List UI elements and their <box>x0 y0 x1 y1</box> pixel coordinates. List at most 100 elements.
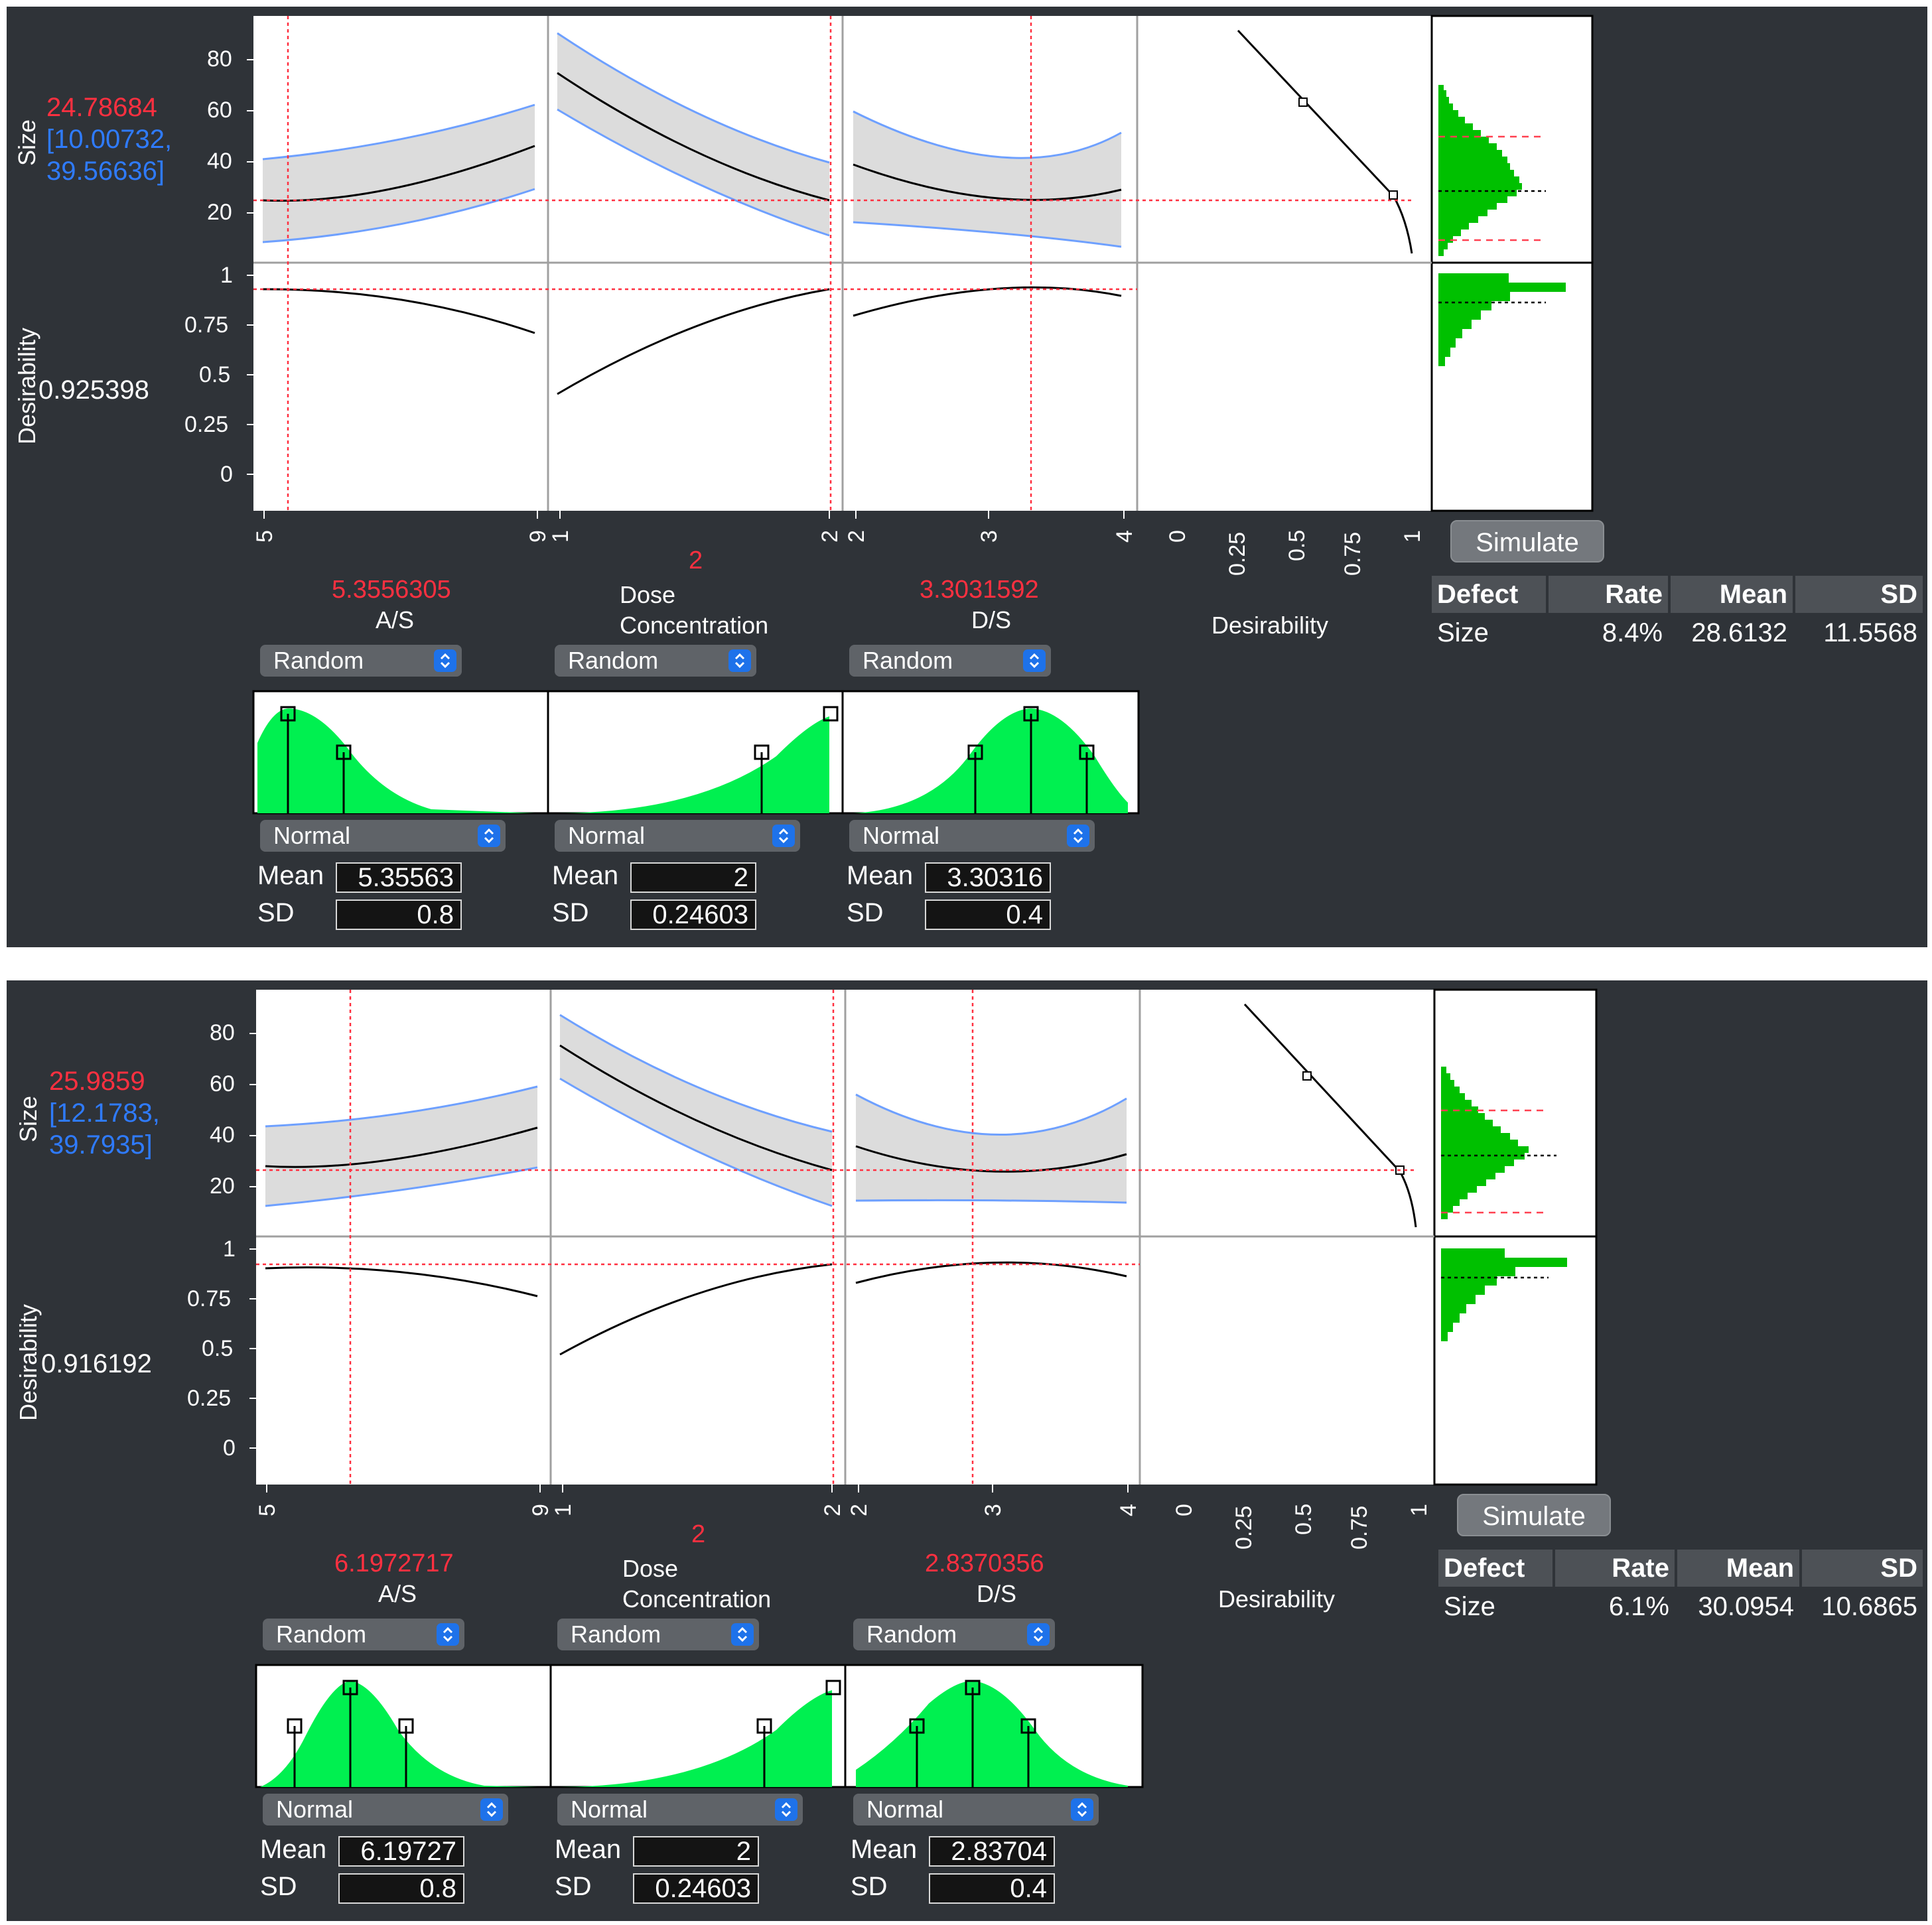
chevron-updown-icon <box>728 649 751 672</box>
dropdown-label: Random <box>862 647 953 674</box>
defect-rate: 8.4% <box>1602 618 1663 647</box>
des-tick: 0.25 <box>187 1386 232 1411</box>
as-distribution-dropdown[interactable]: Normal <box>260 820 506 852</box>
dose-distribution-dropdown[interactable]: Normal <box>557 1794 803 1825</box>
ci-band-as <box>263 105 535 242</box>
dropdown-label: Random <box>276 1621 367 1648</box>
dropdown-label: Normal <box>571 1796 648 1823</box>
dose-min-tick: 1 <box>551 1504 576 1516</box>
chevron-updown-icon <box>478 825 500 847</box>
des-axis-tick: 0 <box>1172 1504 1197 1516</box>
dose-factor-name-1: Dose <box>620 581 676 608</box>
mean-header: Mean <box>1677 1550 1799 1587</box>
size-tick: 80 <box>207 46 232 72</box>
des-plot-dose <box>548 263 843 511</box>
dose-mean-field[interactable]: 2 <box>633 1836 759 1867</box>
des-tick: 1 <box>223 1236 236 1262</box>
dropdown-label: Normal <box>276 1796 354 1823</box>
des-tick: 0.75 <box>184 312 229 338</box>
desirability-axis-label: Desirability <box>13 327 40 444</box>
as-random-dropdown[interactable]: Random <box>263 1619 464 1650</box>
ds-mean-field[interactable]: 2.83704 <box>929 1836 1055 1867</box>
dose-max-tick: 2 <box>820 1504 845 1516</box>
dropdown-label: Normal <box>568 822 646 849</box>
rate-header: Rate <box>1549 576 1668 613</box>
as-distribution-dropdown[interactable]: Normal <box>263 1794 508 1825</box>
ds-random-dropdown[interactable]: Random <box>853 1619 1055 1650</box>
defect-header: Defect <box>1438 1550 1552 1587</box>
ds-current-value: 2.8370356 <box>925 1550 1044 1577</box>
ds-random-dropdown[interactable]: Random <box>849 645 1051 677</box>
chevron-updown-icon <box>775 1798 797 1821</box>
ds-mid-tick: 3 <box>977 530 1002 543</box>
chevron-updown-icon <box>437 1623 459 1646</box>
dose-random-dropdown[interactable]: Random <box>557 1619 759 1650</box>
size-ci-high: 39.7935] <box>49 1130 153 1160</box>
sd-header: SD <box>1802 1550 1923 1587</box>
des-plot-ds <box>843 263 1137 511</box>
as-mean-field[interactable]: 5.35563 <box>336 862 462 893</box>
chevron-updown-icon <box>731 1623 754 1646</box>
ci-upper-dose <box>557 32 830 164</box>
dose-max-tick: 2 <box>817 530 843 543</box>
as-sd-field[interactable]: 0.8 <box>336 899 462 930</box>
des-axis-tick: 0.25 <box>1231 1505 1257 1550</box>
desirability-axis-label: Desirability <box>15 1303 42 1421</box>
ds-factor-name: D/S <box>971 606 1012 633</box>
pred-dose <box>557 72 830 202</box>
as-random-dropdown[interactable]: Random <box>260 645 462 677</box>
ds-sd-label: SD <box>851 1872 888 1901</box>
ci-upper-ds <box>853 110 1122 159</box>
as-mean-label: Mean <box>257 861 324 890</box>
des-tick: 0 <box>223 1435 236 1461</box>
profiler-plots <box>249 988 1598 1788</box>
size-tick: 60 <box>210 1071 235 1096</box>
des-axis-name: Desirability <box>1218 1585 1336 1613</box>
des-tick: 0 <box>220 462 233 487</box>
ci-lower-ds <box>853 221 1122 248</box>
dose-sd-field[interactable]: 0.24603 <box>630 899 756 930</box>
rate-header: Rate <box>1555 1550 1675 1587</box>
as-min-tick: 5 <box>252 530 277 543</box>
size-axis-label: Size <box>15 1095 42 1142</box>
as-mean-field[interactable]: 6.19727 <box>338 1836 464 1867</box>
ds-distribution-dropdown[interactable]: Normal <box>849 820 1095 852</box>
size-tick: 80 <box>210 1020 235 1045</box>
dose-random-dropdown[interactable]: Random <box>555 645 756 677</box>
size-tick: 20 <box>207 200 232 225</box>
ds-sd-field[interactable]: 0.4 <box>929 1873 1055 1904</box>
chevron-updown-icon <box>1067 825 1089 847</box>
des-tick: 1 <box>220 263 233 288</box>
size-plot-des <box>1137 16 1432 263</box>
as-min-tick: 5 <box>255 1504 280 1516</box>
ds-distribution-dropdown[interactable]: Normal <box>853 1794 1099 1825</box>
dropdown-label: Normal <box>273 822 351 849</box>
ds-sd-field[interactable]: 0.4 <box>925 899 1051 930</box>
ci-upper-as <box>262 103 535 161</box>
profiler-plots <box>247 15 1594 815</box>
simulate-button[interactable]: Simulate <box>1457 1494 1611 1536</box>
as-sd-field[interactable]: 0.8 <box>338 1873 464 1904</box>
dose-sd-label: SD <box>555 1872 592 1901</box>
size-current-value: 25.9859 <box>49 1067 145 1096</box>
des-curve-ds <box>853 286 1122 317</box>
defect-name: Size <box>1444 1592 1495 1621</box>
des-axis-tick: 0.5 <box>1291 1503 1316 1535</box>
desirability-current-value: 0.916192 <box>41 1349 152 1378</box>
chevron-updown-icon <box>1071 1798 1093 1821</box>
dose-distribution-dropdown[interactable]: Normal <box>555 820 800 852</box>
pred-ds <box>853 163 1122 201</box>
size-tick: 40 <box>207 149 232 174</box>
dose-current-value: 2 <box>691 1520 706 1548</box>
dose-sd-field[interactable]: 0.24603 <box>633 1873 759 1904</box>
defect-sd: 10.6865 <box>1821 1592 1917 1621</box>
defect-table: Defect Rate Mean SD Size 8.4% 28.6132 11… <box>1432 576 1923 655</box>
dose-mean-field[interactable]: 2 <box>630 862 756 893</box>
simulate-button[interactable]: Simulate <box>1450 520 1604 563</box>
defect-mean: 30.0954 <box>1698 1592 1794 1621</box>
ds-sd-label: SD <box>847 898 884 927</box>
chevron-updown-icon <box>434 649 456 672</box>
as-factor-name: A/S <box>378 1580 417 1607</box>
ds-mean-field[interactable]: 3.30316 <box>925 862 1051 893</box>
size-tick: 40 <box>210 1122 235 1148</box>
